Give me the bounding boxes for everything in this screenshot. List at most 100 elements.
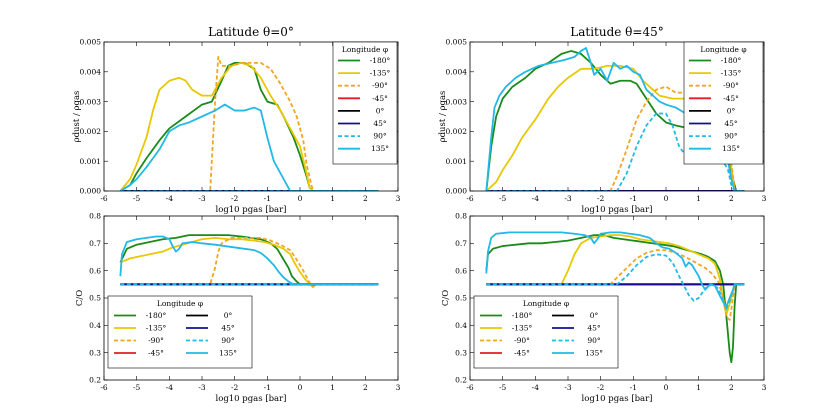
legend-label: 135° [219, 349, 237, 358]
x-tick-label: 3 [396, 383, 401, 392]
legend-label: 135° [722, 144, 740, 153]
y-tick-label: 0.002 [446, 127, 468, 136]
legend-label: -135° [146, 324, 167, 333]
y-tick-label: 0.4 [455, 321, 467, 330]
y-tick-label: 0.004 [80, 68, 102, 77]
x-tick-label: -1 [630, 194, 637, 203]
x-tick-label: -3 [198, 383, 206, 392]
plot-frame [469, 41, 765, 192]
legend-title: Longitude φ [523, 299, 569, 308]
legend-box [683, 41, 764, 165]
legend-label: -180° [721, 56, 742, 65]
x-tick-label: -1 [264, 383, 271, 392]
legend-label: 45° [724, 119, 738, 128]
x-tick-label: -4 [532, 383, 540, 392]
legend-label: -45° [514, 349, 530, 358]
legend-label: 0° [727, 106, 736, 115]
legend-box [107, 295, 253, 369]
y-tick-label: 0.5 [89, 294, 101, 303]
legend-label: 90° [373, 132, 387, 141]
y-tick-label: 0.000 [80, 187, 102, 196]
y-tick-label: 0.8 [89, 212, 101, 221]
x-tick-label: 1 [696, 383, 701, 392]
series-group [119, 56, 379, 191]
legend: Longitude φ -180° -135° -90° -45° 0° 45° 90° 135… [473, 295, 619, 369]
y-tick-label: 0.2 [455, 376, 467, 385]
chart-panel-1: -6 -5 -4 -3 -2 -1 0 1 2 3 0.000 0.001 0.002 0.003 0.00… [72, 25, 401, 215]
legend-label: -45° [148, 349, 164, 358]
y-tick-label: 0.002 [80, 127, 102, 136]
x-tick-label: -3 [564, 194, 572, 203]
x-tick-label: -2 [231, 383, 239, 392]
x-axis-label: log10 pgas [bar] [215, 394, 286, 404]
series-line [119, 235, 379, 286]
x-tick-label: -1 [630, 383, 637, 392]
legend-box [332, 41, 398, 165]
series-line [119, 234, 379, 286]
chart-title: Latitude θ=0° [208, 25, 294, 39]
series-line [119, 236, 379, 287]
chart-panel-3: -6 -5 -4 -3 -2 -1 0 1 2 3 0.2 0.3 0.4 0.5 0.6 0.7 0.8 log… [75, 212, 401, 404]
x-tick-label: -1 [264, 194, 271, 203]
x-tick-label: 2 [729, 194, 734, 203]
series-line [119, 103, 379, 191]
series-line [485, 231, 745, 308]
series-line [486, 253, 745, 310]
x-tick-label: -3 [198, 194, 206, 203]
x-tick-label: 3 [762, 383, 767, 392]
x-tick-label: 3 [762, 194, 767, 203]
x-tick-label: 3 [396, 194, 401, 203]
x-tick-label: -6 [466, 194, 474, 203]
y-tick-label: 0.2 [89, 376, 101, 385]
series-line [120, 56, 379, 191]
y-tick-label: 0.001 [446, 157, 467, 166]
y-tick-label: 0.8 [455, 212, 467, 221]
series-line [486, 249, 745, 321]
y-tick-label: 0.003 [80, 97, 102, 106]
x-tick-label: 1 [330, 194, 335, 203]
legend-box [473, 295, 619, 369]
x-axis-label: log10 pgas [bar] [581, 394, 652, 404]
x-tick-label: -2 [231, 194, 239, 203]
x-tick-label: -4 [166, 383, 174, 392]
legend-label: 90° [221, 336, 235, 345]
series-group [485, 231, 745, 364]
y-tick-label: 0.3 [89, 348, 101, 357]
legend-label: 45° [587, 324, 601, 333]
legend-label: 0° [224, 311, 233, 320]
y-tick-label: 0.4 [89, 321, 101, 330]
legend-label: -135° [721, 69, 742, 78]
series-line [486, 234, 745, 316]
legend-label: 90° [724, 132, 738, 141]
x-axis-label: log10 pgas [bar] [581, 205, 652, 215]
y-tick-label: 0.001 [80, 157, 101, 166]
x-tick-label: -6 [466, 383, 474, 392]
x-tick-label: 2 [729, 383, 734, 392]
y-tick-label: 0.6 [89, 266, 101, 275]
legend-title: Longitude φ [342, 45, 388, 54]
x-tick-label: 1 [330, 383, 335, 392]
x-tick-label: -4 [532, 194, 540, 203]
x-tick-label: 0 [298, 383, 303, 392]
chart-title: Latitude θ=45° [570, 25, 663, 39]
legend-label: -180° [146, 311, 167, 320]
x-tick-label: -5 [499, 383, 507, 392]
y-tick-label: 0.7 [89, 239, 101, 248]
legend-label: -45° [372, 94, 388, 103]
legend-label: -135° [370, 69, 391, 78]
x-tick-label: -6 [100, 383, 108, 392]
y-tick-label: 0.003 [446, 97, 468, 106]
legend: Longitude φ -180° -135° -90° -45° 0° 45° 90° 135… [683, 41, 764, 165]
legend-label: 0° [376, 106, 385, 115]
y-tick-label: 0.004 [446, 68, 468, 77]
legend-label: -180° [512, 311, 533, 320]
legend-label: 45° [221, 324, 235, 333]
legend-label: 0° [590, 311, 599, 320]
x-tick-label: 2 [363, 194, 368, 203]
y-tick-label: 0.5 [455, 294, 467, 303]
x-tick-label: -5 [133, 383, 141, 392]
series-line [486, 85, 745, 191]
legend-label: -135° [512, 324, 533, 333]
y-axis-label: C/O [441, 290, 451, 306]
legend-label: 135° [371, 144, 389, 153]
